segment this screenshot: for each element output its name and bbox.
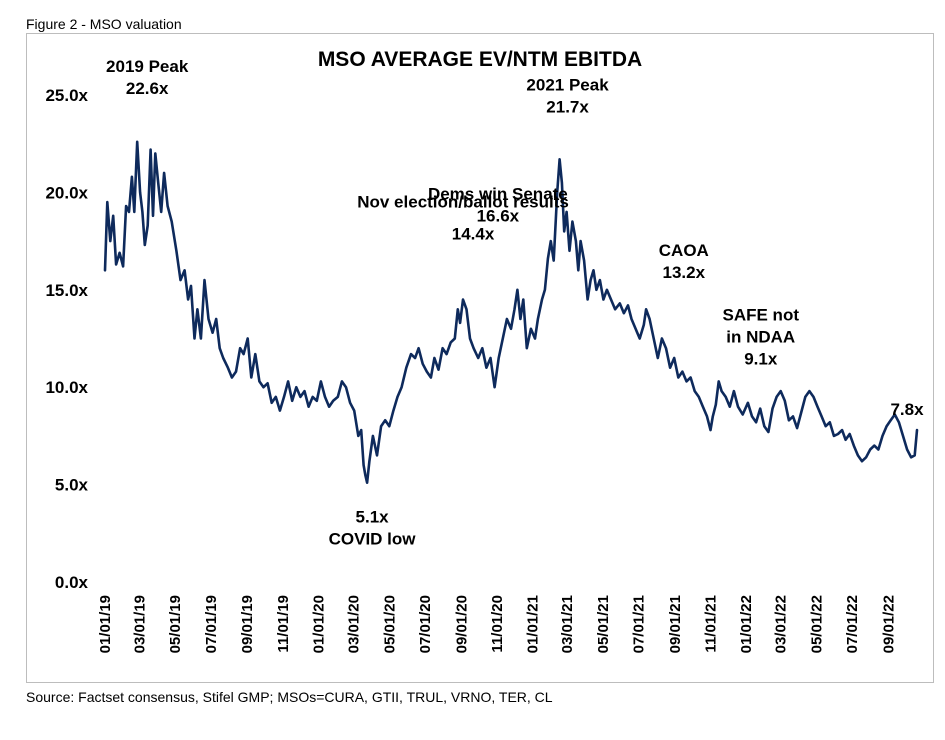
x-tick-label: 09/01/19: [239, 595, 256, 653]
x-tick-label: 09/01/21: [667, 595, 684, 653]
y-tick-label: 5.0x: [55, 476, 89, 495]
annotation-label: Dems win Senate 16.6x: [428, 185, 568, 226]
y-tick-label: 10.0x: [45, 378, 88, 397]
x-tick-label: 07/01/22: [844, 595, 861, 653]
x-tick-label: 11/01/21: [702, 595, 719, 653]
x-tick-label: 01/01/22: [738, 595, 755, 653]
y-tick-label: 0.0x: [55, 573, 89, 592]
x-axis: 01/01/19 03/01/19 05/01/19 07/01/19 09/01/19…: [97, 595, 897, 653]
y-tick-label: 15.0x: [45, 281, 88, 300]
annotation-label: 14.4x: [452, 224, 495, 243]
source-note: Source: Factset consensus, Stifel GMP; M…: [26, 689, 553, 705]
x-tick-label: 01/01/21: [525, 595, 542, 653]
annotations: 2019 Peak 22.6x Nov election/ballot result…: [106, 57, 924, 549]
x-tick-label: 09/01/20: [453, 595, 470, 653]
chart-area: MSO AVERAGE EV/NTM EBITDA 0.0x 5.0x 10.0x 1…: [45, 48, 924, 653]
annotation-label: 2019 Peak 22.6x: [106, 57, 189, 98]
annotation-label: CAOA 13.2x: [659, 241, 709, 282]
x-tick-label: 07/01/20: [417, 595, 434, 653]
y-axis: 0.0x 5.0x 10.0x 15.0x 20.0x 25.0x: [45, 86, 88, 592]
x-tick-label: 05/01/20: [381, 595, 398, 653]
x-tick-label: 01/01/19: [97, 595, 114, 653]
annotation-label: SAFE not in NDAA 9.1x: [723, 306, 800, 369]
chart-title: MSO AVERAGE EV/NTM EBITDA: [318, 48, 642, 71]
x-tick-label: 09/01/22: [880, 595, 897, 653]
x-tick-label: 05/01/22: [808, 595, 825, 653]
x-tick-label: 03/01/21: [559, 595, 576, 653]
x-tick-label: 03/01/22: [773, 595, 790, 653]
annotation-label: Nov election/ballot results: [357, 193, 569, 212]
x-tick-label: 07/01/19: [203, 595, 220, 653]
x-tick-label: 03/01/19: [132, 595, 149, 653]
figure-label: Figure 2 - MSO valuation: [26, 16, 182, 32]
annotation-label: 5.1x COVID low: [329, 508, 417, 549]
x-tick-label: 05/01/19: [167, 595, 184, 653]
series-line: [103, 140, 919, 484]
y-tick-label: 25.0x: [45, 86, 88, 105]
x-tick-label: 11/01/19: [275, 595, 292, 653]
x-tick-label: 07/01/21: [631, 595, 648, 653]
x-tick-label: 03/01/20: [346, 595, 363, 653]
y-tick-label: 20.0x: [45, 183, 88, 202]
annotation-label: 7.8x: [890, 400, 924, 419]
x-tick-label: 11/01/20: [489, 595, 506, 653]
x-tick-label: 05/01/21: [595, 595, 612, 653]
x-tick-label: 01/01/20: [311, 595, 328, 653]
annotation-label: 2021 Peak 21.7x: [526, 75, 609, 116]
chart-frame: [26, 33, 934, 683]
